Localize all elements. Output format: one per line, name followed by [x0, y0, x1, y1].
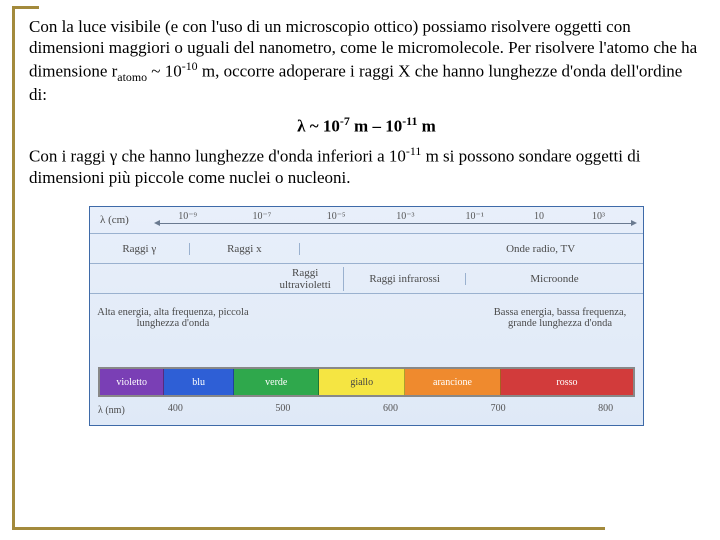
lambda-nm-label: λ (nm) — [98, 405, 146, 416]
color-segment: rosso — [501, 369, 633, 395]
desc-spacer — [256, 316, 477, 320]
desc-left: Alta energia, alta frequenza, piccola lu… — [90, 305, 256, 331]
cm-tick: 10⁻⁹ — [178, 211, 197, 222]
eq-end: m — [417, 116, 435, 135]
paragraph-2: Con i raggi γ che hanno lunghezze d'onda… — [29, 144, 704, 188]
em-spectrum-diagram: λ (cm) 10⁻⁹ 10⁻⁷ 10⁻⁵ 10⁻³ 10⁻¹ 10 10³ Raggi γ… — [89, 206, 644, 426]
eq-mid: m – 10 — [350, 116, 402, 135]
nm-scale-row: λ (nm) 400 500 600 700 800 — [90, 401, 643, 425]
color-segment: arancione — [405, 369, 501, 395]
p2-text-a: Con i raggi γ che hanno lunghezze d'onda… — [29, 147, 406, 166]
cm-axis-arrow — [158, 223, 633, 224]
p1-text-b: ~ 10 — [147, 61, 182, 80]
color-segment: giallo — [319, 369, 404, 395]
cm-tick: 10³ — [592, 211, 605, 222]
cm-tick: 10⁻³ — [396, 211, 414, 222]
spectrum-band: Raggi infrarossi — [344, 273, 466, 285]
nm-tick: 500 — [275, 403, 290, 414]
equation-line: λ ~ 10-7 m – 10-11 m — [29, 114, 704, 137]
nm-ticks-area: 400 500 600 700 800 — [146, 403, 635, 417]
spectrum-band: Raggi ultravioletti — [267, 267, 344, 291]
eq-lambda: λ ~ 10 — [297, 116, 340, 135]
bands-row-2: Raggi ultraviolettiRaggi infrarossiMicro… — [90, 263, 643, 293]
spectrum-band: Raggi γ — [90, 243, 190, 255]
spectrum-band: Onde radio, TV — [438, 243, 643, 255]
nm-tick: 400 — [168, 403, 183, 414]
nm-tick: 800 — [598, 403, 613, 414]
spectrum-band: Microonde — [466, 273, 643, 285]
cm-tick: 10⁻⁷ — [252, 211, 271, 222]
cm-scale-row: λ (cm) 10⁻⁹ 10⁻⁷ 10⁻⁵ 10⁻³ 10⁻¹ 10 10³ — [90, 207, 643, 233]
eq-e1: -7 — [340, 114, 350, 128]
cm-tick: 10⁻¹ — [466, 211, 484, 222]
spectrum-band: Raggi x — [190, 243, 301, 255]
slide-frame: Con la luce visibile (e con l'uso di un … — [12, 6, 704, 530]
cm-tick: 10 — [534, 211, 544, 222]
nm-tick: 700 — [491, 403, 506, 414]
cm-tick: 10⁻⁵ — [327, 211, 346, 222]
visible-spectrum: violettobluverdegialloarancionerosso — [98, 367, 635, 397]
description-row: Alta energia, alta frequenza, piccola lu… — [90, 293, 643, 341]
paragraph-1: Con la luce visibile (e con l'uso di un … — [29, 16, 704, 106]
desc-right: Bassa energia, bassa frequenza, grande l… — [477, 305, 643, 331]
lambda-cm-label: λ (cm) — [100, 214, 148, 226]
color-segment: verde — [234, 369, 319, 395]
eq-e2: -11 — [402, 114, 417, 128]
nm-tick: 600 — [383, 403, 398, 414]
color-segment: blu — [164, 369, 234, 395]
bands-row-1: Raggi γRaggi x Onde radio, TV — [90, 233, 643, 263]
p1-exp1: -10 — [182, 59, 198, 73]
color-segment: violetto — [100, 369, 164, 395]
p2-exp: -11 — [406, 144, 421, 158]
p1-sub: atomo — [117, 70, 147, 84]
cm-ticks-area: 10⁻⁹ 10⁻⁷ 10⁻⁵ 10⁻³ 10⁻¹ 10 10³ — [148, 207, 643, 233]
